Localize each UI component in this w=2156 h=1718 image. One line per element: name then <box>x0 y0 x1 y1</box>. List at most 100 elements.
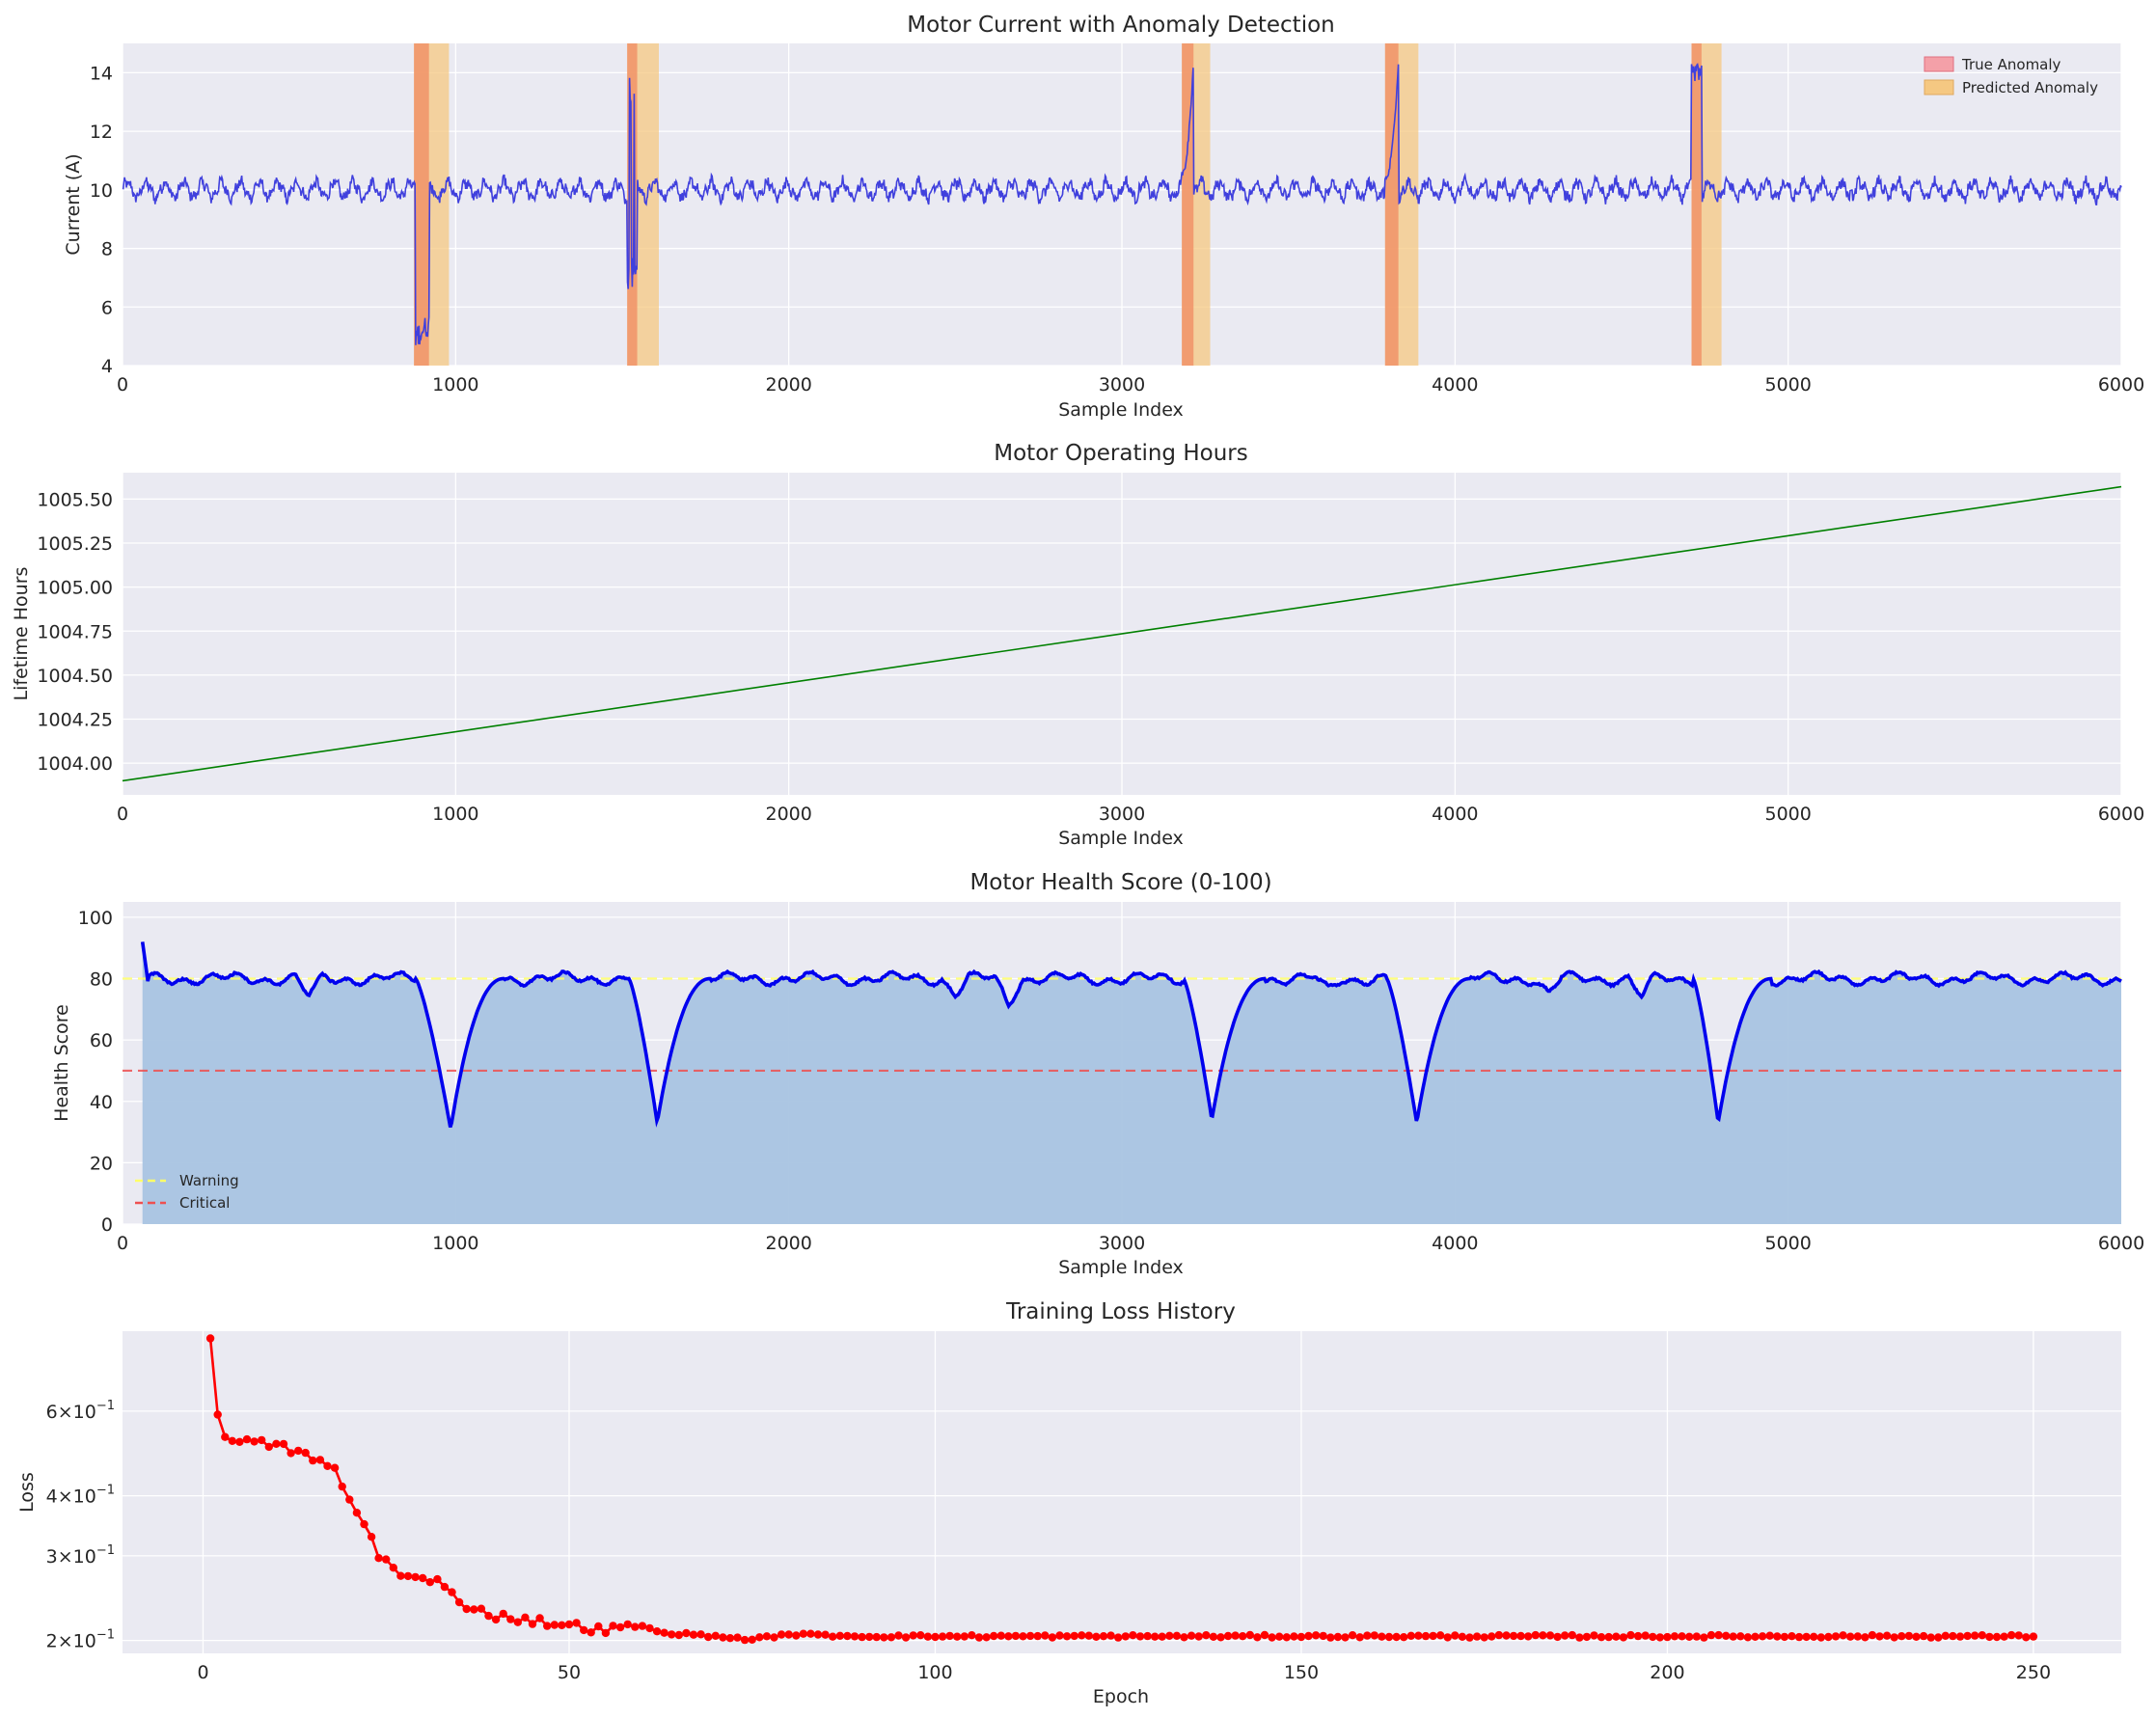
loss-point <box>1451 1631 1460 1640</box>
loss-point <box>1633 1631 1643 1641</box>
loss-point <box>1282 1633 1292 1642</box>
y-tick-label: 1004.00 <box>37 753 113 775</box>
loss-point <box>1985 1632 1994 1642</box>
hours-series <box>122 485 2122 782</box>
legend-warning: Warning <box>179 1172 239 1189</box>
loss-point <box>835 1631 844 1641</box>
loss-point <box>1736 1632 1745 1641</box>
x-tick-label: 5000 <box>1764 804 1811 825</box>
loss-point <box>682 1628 691 1638</box>
loss-point <box>1319 1631 1327 1641</box>
x-tick-label: 3000 <box>1099 1233 1145 1254</box>
true-anomaly-band <box>1691 43 1702 366</box>
loss-point <box>258 1435 266 1445</box>
loss-point <box>1502 1631 1511 1640</box>
loss-point <box>433 1574 442 1584</box>
loss-point <box>330 1463 340 1472</box>
loss-point <box>1326 1633 1335 1642</box>
loss-point <box>1531 1630 1541 1640</box>
loss-point <box>733 1633 742 1642</box>
loss-point <box>411 1572 420 1582</box>
loss-point <box>315 1456 325 1464</box>
loss-point <box>1853 1632 1863 1641</box>
loss-point <box>1685 1632 1694 1642</box>
loss-point <box>1971 1631 1979 1640</box>
loss-point <box>425 1578 434 1587</box>
loss-point <box>901 1633 911 1642</box>
loss-point <box>374 1554 383 1563</box>
loss-point <box>696 1630 705 1639</box>
loss-point <box>1590 1631 1598 1640</box>
loss-point <box>1363 1631 1372 1640</box>
y-tick-label: 1004.75 <box>37 621 113 642</box>
loss-series <box>205 1334 2038 1645</box>
x-tick-label: 2000 <box>765 804 811 825</box>
loss-point <box>1151 1632 1160 1641</box>
loss-point <box>2000 1632 2008 1641</box>
panel-training-loss: Training Loss History 0 50 100 150 200 250 2×… <box>16 1299 2121 1707</box>
loss-point <box>205 1334 215 1343</box>
loss-point <box>784 1630 793 1639</box>
loss-point <box>448 1588 456 1596</box>
loss-point <box>1597 1633 1606 1642</box>
x-tick-label: 1000 <box>432 374 478 395</box>
loss-point <box>1773 1632 1782 1641</box>
loss-point <box>1223 1631 1233 1641</box>
loss-point <box>1253 1633 1262 1642</box>
x-tick-label: 0 <box>117 1233 128 1254</box>
loss-title: Training Loss History <box>1005 1299 1236 1324</box>
loss-point <box>725 1634 735 1643</box>
health-legend: Warning Critical <box>135 1172 239 1212</box>
loss-point <box>1209 1632 1218 1642</box>
loss-point <box>470 1605 478 1614</box>
x-tick-label: 6000 <box>2098 1233 2144 1254</box>
health-ylabel: Health Score <box>51 1004 72 1122</box>
loss-point <box>777 1630 786 1639</box>
true-anomaly-band <box>1182 43 1194 366</box>
loss-point <box>1129 1631 1137 1640</box>
x-tick-label: 4000 <box>1432 374 1478 395</box>
loss-point <box>301 1448 310 1458</box>
x-tick-label: 150 <box>1284 1662 1319 1683</box>
hours-x-ticks: 0 1000 2000 3000 4000 5000 6000 <box>117 804 2144 825</box>
loss-point <box>1802 1632 1811 1642</box>
loss-point <box>1414 1631 1423 1640</box>
current-line <box>122 63 2122 345</box>
loss-point <box>484 1611 493 1621</box>
loss-point <box>382 1555 391 1564</box>
loss-point <box>931 1632 940 1642</box>
loss-point <box>748 1635 756 1645</box>
loss-point <box>1561 1631 1569 1640</box>
loss-axes <box>123 1331 2121 1653</box>
y-tick-label: 100 <box>78 908 113 929</box>
loss-point <box>213 1410 222 1419</box>
loss-point <box>1341 1633 1350 1642</box>
x-tick-label: 1000 <box>432 804 478 825</box>
loss-point <box>1143 1631 1152 1641</box>
loss-point <box>580 1625 588 1635</box>
loss-point <box>594 1622 603 1631</box>
loss-point <box>880 1633 888 1642</box>
x-tick-label: 50 <box>558 1662 581 1683</box>
loss-point <box>235 1437 244 1447</box>
loss-point <box>1568 1630 1577 1640</box>
loss-point <box>968 1631 976 1640</box>
loss-point <box>916 1631 925 1640</box>
loss-point <box>923 1632 933 1641</box>
loss-point <box>1678 1632 1686 1641</box>
loss-point <box>1810 1632 1818 1642</box>
loss-point <box>645 1623 654 1633</box>
loss-point <box>1904 1631 1914 1641</box>
loss-point <box>1612 1632 1621 1641</box>
loss-point <box>272 1439 281 1449</box>
y-tick-label: 80 <box>90 969 113 991</box>
x-tick-label: 6000 <box>2098 804 2144 825</box>
loss-point <box>601 1628 611 1638</box>
loss-point <box>1788 1632 1796 1641</box>
loss-point <box>242 1434 252 1444</box>
loss-point <box>1619 1633 1628 1642</box>
y-tick-label: 4×10−1 <box>46 1484 115 1508</box>
loss-point <box>1714 1630 1723 1640</box>
loss-point <box>1722 1631 1731 1641</box>
loss-point <box>587 1628 595 1637</box>
